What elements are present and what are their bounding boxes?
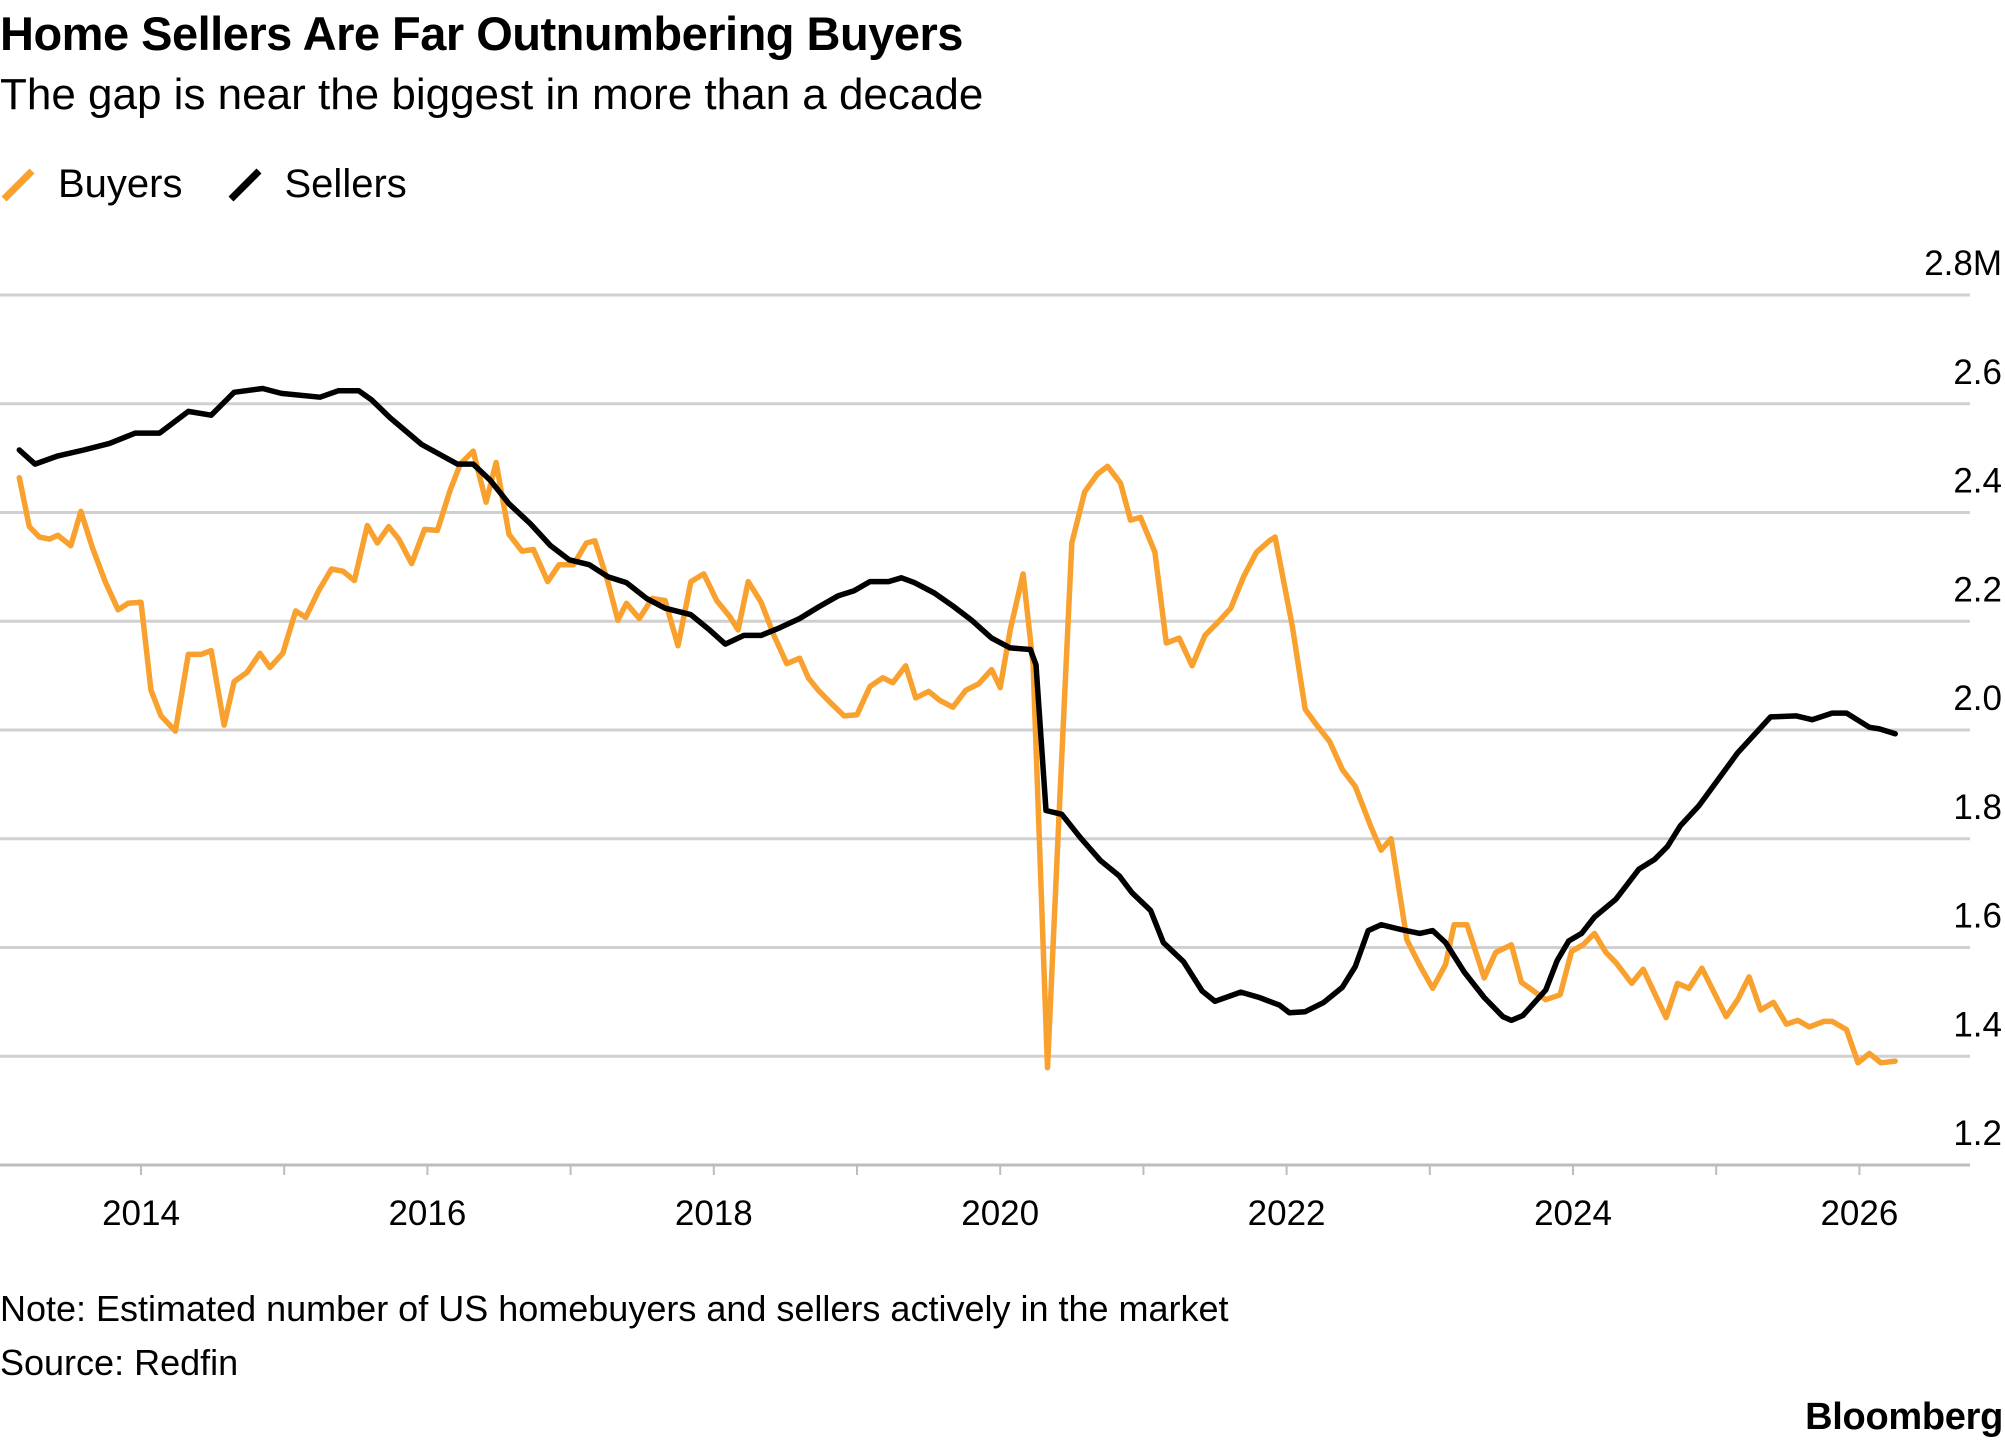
y-tick-label: 1.8 bbox=[1953, 788, 2002, 827]
series-line-buyers bbox=[16, 448, 1898, 1071]
x-axis: 2014 2016 2018 2020 2022 2024 2026 bbox=[102, 1165, 1898, 1233]
legend-label: Sellers bbox=[284, 162, 407, 206]
y-tick-label: 2.4 bbox=[1953, 462, 2002, 501]
legend-item-sellers: Sellers bbox=[227, 162, 407, 207]
source-note: Source: Redfin bbox=[0, 1342, 239, 1383]
legend: Buyers Sellers bbox=[0, 162, 451, 207]
sellers-swatch-icon bbox=[228, 168, 261, 201]
x-tick-label: 2024 bbox=[1534, 1194, 1612, 1233]
buyers-swatch-icon bbox=[1, 168, 35, 201]
x-tick-label: 2018 bbox=[675, 1194, 753, 1233]
y-tick-label: 1.2 bbox=[1953, 1114, 2002, 1153]
series-lines bbox=[16, 385, 1898, 1071]
y-tick-label: 1.4 bbox=[1953, 1005, 2002, 1044]
x-tick-label: 2020 bbox=[961, 1194, 1039, 1233]
footnote: Note: Estimated number of US homebuyers … bbox=[0, 1288, 1229, 1329]
x-tick-label: 2016 bbox=[388, 1194, 466, 1233]
y-axis-labels: 2.8M 2.6 2.4 2.2 2.0 1.8 1.6 1.4 1.2 bbox=[1924, 244, 2002, 1153]
y-tick-label: 2.0 bbox=[1953, 679, 2002, 718]
legend-label: Buyers bbox=[58, 162, 183, 206]
y-tick-label: 2.2 bbox=[1953, 570, 2002, 609]
chart-subtitle: The gap is near the biggest in more than… bbox=[0, 70, 984, 119]
y-tick-label: 2.6 bbox=[1953, 353, 2002, 392]
x-tick-label: 2026 bbox=[1820, 1194, 1898, 1233]
y-tick-label: 2.8M bbox=[1924, 244, 2002, 283]
x-tick-label: 2022 bbox=[1248, 1194, 1326, 1233]
series-line-sellers bbox=[16, 385, 1898, 1024]
gridlines bbox=[0, 293, 1970, 1167]
legend-item-buyers: Buyers bbox=[0, 162, 183, 207]
chart-title: Home Sellers Are Far Outnumbering Buyers bbox=[0, 7, 963, 60]
bloomberg-logo: Bloomberg bbox=[1805, 1396, 2003, 1438]
y-tick-label: 1.6 bbox=[1953, 897, 2002, 936]
x-tick-label: 2014 bbox=[102, 1194, 180, 1233]
